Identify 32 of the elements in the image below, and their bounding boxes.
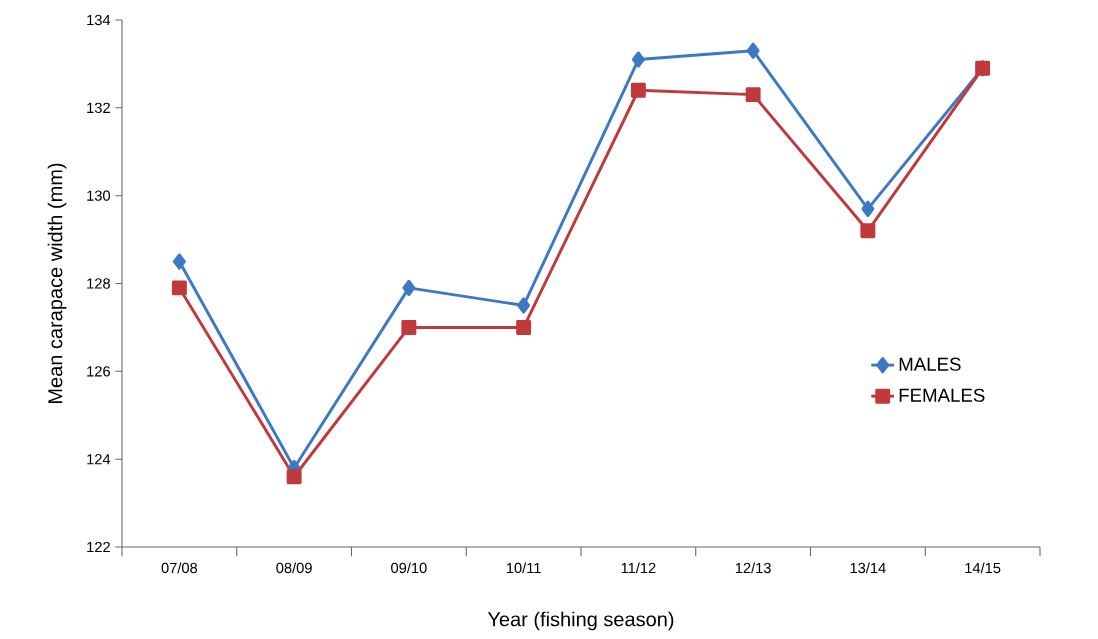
point xyxy=(631,51,645,68)
x-axis-title: Year (fishing season) xyxy=(487,611,674,631)
point xyxy=(516,319,532,335)
y-tick-label: 132 xyxy=(87,102,110,114)
y-tick-label: 130 xyxy=(87,190,111,201)
x-tick-label: 13/14 xyxy=(850,562,886,574)
point xyxy=(171,280,187,296)
point xyxy=(861,200,875,217)
x-tick-label: 11/12 xyxy=(621,562,656,574)
point xyxy=(746,42,760,59)
x-tick-label: 14/15 xyxy=(965,562,1001,574)
x-tick-label: 09/10 xyxy=(391,562,427,574)
point xyxy=(402,279,416,297)
point xyxy=(172,253,186,270)
point xyxy=(517,297,531,314)
y-tick-label: 128 xyxy=(87,278,110,289)
x-tick-label: 12/13 xyxy=(735,562,771,574)
x-tick-label: 10/11 xyxy=(506,562,541,574)
legend-label: MALES xyxy=(899,357,961,371)
y-tick-label: 124 xyxy=(87,454,111,465)
y-axis-title: Mean carapace width (mm) xyxy=(47,163,67,404)
point xyxy=(401,319,417,335)
point xyxy=(286,469,302,485)
point xyxy=(860,223,876,239)
x-tick-label: 08/09 xyxy=(276,562,312,574)
point xyxy=(745,87,761,103)
y-tick-label: 122 xyxy=(87,541,110,553)
point xyxy=(630,82,646,98)
y-tick-label: 126 xyxy=(87,366,110,377)
x-tick-label: 07/08 xyxy=(161,562,198,574)
y-tick-label: 134 xyxy=(87,14,111,26)
legend-label: FEMALES xyxy=(899,388,985,402)
